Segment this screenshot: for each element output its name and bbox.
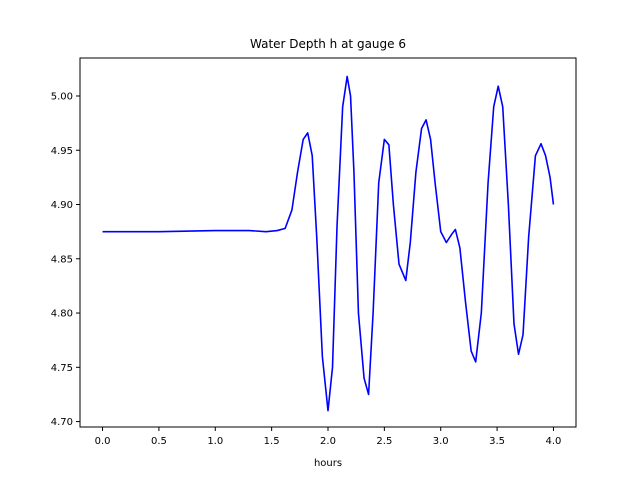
- y-tick-label: 5.00: [51, 91, 73, 102]
- plot-area: 0.0 0.5 1.0 1.5 2.0 2.5 3.0 3.5 4.0 4.70 4.75 4.80 4…: [51, 57, 577, 447]
- y-tick-label: 4.95: [51, 146, 73, 157]
- y-tick-label: 4.85: [51, 254, 73, 265]
- x-tick-label: 0.5: [151, 436, 167, 447]
- x-tick-label: 4.0: [546, 436, 562, 447]
- y-tick-label: 4.75: [51, 363, 73, 374]
- x-tick-label: 3.0: [433, 436, 449, 447]
- x-tick-label: 1.0: [207, 436, 223, 447]
- y-tick-label: 4.90: [51, 200, 73, 211]
- chart-title: Water Depth h at gauge 6: [250, 37, 406, 51]
- x-tick-label: 2.5: [376, 436, 392, 447]
- series-line-1: [102, 75, 555, 412]
- y-tick-label: 4.70: [51, 417, 73, 428]
- x-axis-label: hours: [314, 458, 342, 469]
- y-tick-label: 4.80: [51, 309, 73, 320]
- x-tick-label: 1.5: [264, 436, 280, 447]
- x-tick-label: 3.5: [489, 436, 505, 447]
- x-tick-label: 2.0: [320, 436, 336, 447]
- x-tick-label: 0.0: [95, 436, 111, 447]
